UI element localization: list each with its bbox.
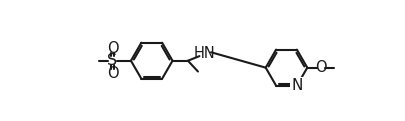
Text: N: N [291,78,303,93]
Text: O: O [107,66,118,81]
Text: HN: HN [194,46,216,61]
Text: S: S [107,53,117,68]
Text: O: O [107,41,118,56]
Text: O: O [315,60,327,75]
